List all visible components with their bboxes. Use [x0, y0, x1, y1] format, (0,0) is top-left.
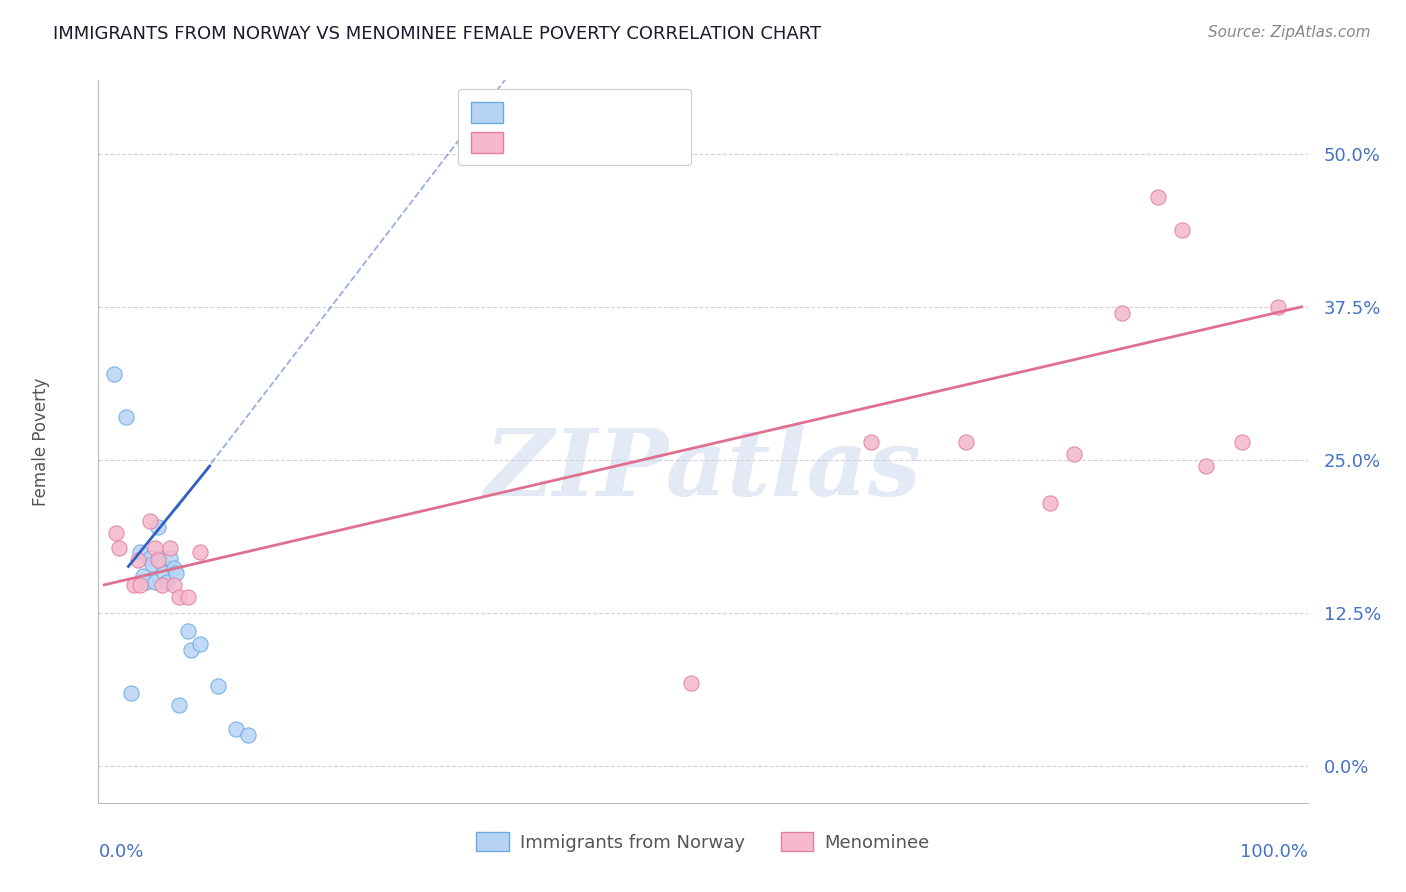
Text: IMMIGRANTS FROM NORWAY VS MENOMINEE FEMALE POVERTY CORRELATION CHART: IMMIGRANTS FROM NORWAY VS MENOMINEE FEMA…: [53, 25, 821, 43]
Point: [107, 541, 129, 555]
Point: [139, 550, 162, 565]
Point: [1230, 434, 1253, 449]
Point: [150, 578, 173, 592]
Point: [159, 541, 181, 555]
Point: [1171, 222, 1194, 236]
Point: [148, 550, 170, 565]
Text: N = 25: N = 25: [619, 130, 686, 149]
Point: [143, 575, 166, 590]
Point: [103, 367, 125, 381]
Text: ZIPatlas: ZIPatlas: [485, 425, 921, 516]
Point: [129, 578, 152, 592]
Point: [225, 723, 247, 737]
Text: R = 0.325: R = 0.325: [494, 97, 592, 117]
Point: [150, 557, 173, 571]
Point: [156, 575, 179, 590]
Point: [188, 637, 211, 651]
Point: [955, 434, 977, 449]
Point: [141, 557, 163, 571]
Point: [180, 642, 202, 657]
Point: [1063, 447, 1085, 461]
Point: [177, 590, 200, 604]
Point: [115, 410, 138, 425]
Point: [236, 728, 259, 742]
Point: [165, 566, 187, 580]
Point: [127, 553, 149, 567]
Point: [129, 545, 152, 559]
Point: [177, 624, 200, 639]
Point: [132, 569, 155, 583]
Text: Source: ZipAtlas.com: Source: ZipAtlas.com: [1208, 25, 1371, 40]
Point: [148, 520, 170, 534]
Point: [124, 578, 146, 592]
Text: 100.0%: 100.0%: [1240, 843, 1308, 861]
Point: [188, 545, 211, 559]
Point: [1111, 306, 1133, 320]
Text: N = 24: N = 24: [619, 97, 686, 117]
Point: [1039, 496, 1062, 510]
Point: [148, 553, 170, 567]
Point: [163, 578, 186, 592]
Point: [1267, 300, 1289, 314]
Point: [120, 685, 142, 699]
Point: [153, 566, 176, 580]
Point: [1195, 458, 1218, 473]
Point: [1147, 189, 1170, 203]
Text: 0.0%: 0.0%: [98, 843, 143, 861]
Point: [139, 514, 162, 528]
Text: R = 0.615: R = 0.615: [494, 130, 592, 149]
Point: [135, 575, 157, 590]
Y-axis label: Female Poverty: Female Poverty: [32, 377, 51, 506]
Point: [207, 680, 229, 694]
Point: [105, 526, 128, 541]
Point: [859, 434, 882, 449]
Point: [679, 675, 702, 690]
Point: [143, 541, 166, 555]
Point: [167, 698, 190, 712]
Legend: Immigrants from Norway, Menominee: Immigrants from Norway, Menominee: [470, 825, 936, 859]
Point: [167, 590, 190, 604]
Point: [163, 560, 186, 574]
Point: [159, 550, 181, 565]
